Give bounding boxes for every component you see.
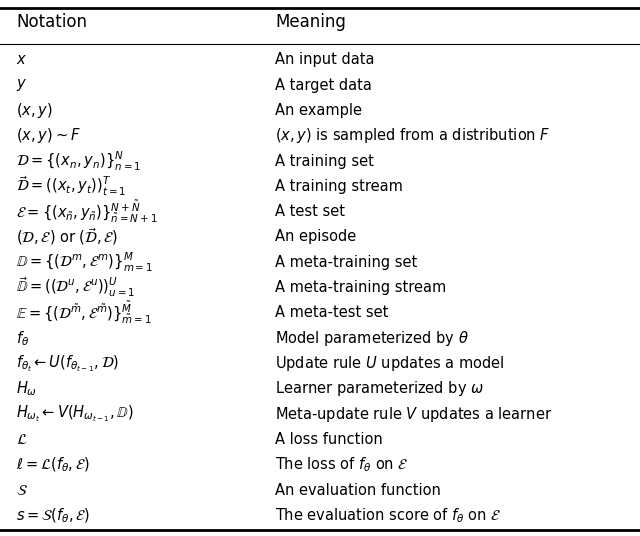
Text: $(x, y)$: $(x, y)$ [16, 101, 53, 120]
Text: A training stream: A training stream [275, 179, 403, 194]
Text: A meta-training stream: A meta-training stream [275, 280, 447, 295]
Text: An evaluation function: An evaluation function [275, 482, 441, 497]
Text: An input data: An input data [275, 53, 374, 68]
Text: The evaluation score of $f_\theta$ on $\mathcal{E}$: The evaluation score of $f_\theta$ on $\… [275, 506, 502, 525]
Text: $\vec{\mathcal{D}} = ((x_t, y_t))_{t=1}^{T}$: $\vec{\mathcal{D}} = ((x_t, y_t))_{t=1}^… [16, 175, 127, 198]
Text: Learner parameterized by $\omega$: Learner parameterized by $\omega$ [275, 379, 484, 398]
Text: $\mathbb{D} = \{(\mathcal{D}^m, \mathcal{E}^m)\}_{m=1}^{M}$: $\mathbb{D} = \{(\mathcal{D}^m, \mathcal… [16, 251, 153, 274]
Text: $\mathcal{E} = \{(x_{\tilde{n}}, y_{\tilde{n}})\}_{\tilde{n}=N+1}^{N+\tilde{N}}$: $\mathcal{E} = \{(x_{\tilde{n}}, y_{\til… [16, 198, 157, 225]
Text: $\ell = \mathcal{L}(f_\theta, \mathcal{E})$: $\ell = \mathcal{L}(f_\theta, \mathcal{E… [16, 456, 90, 474]
Text: Meta-update rule $V$ updates a learner: Meta-update rule $V$ updates a learner [275, 405, 552, 423]
Text: $H_{\omega_t} \leftarrow V(H_{\omega_{t-1}}, \mathbb{D})$: $H_{\omega_t} \leftarrow V(H_{\omega_{t-… [16, 404, 134, 425]
Text: $f_{\theta_t} \leftarrow U(f_{\theta_{t-1}}, \mathcal{D})$: $f_{\theta_t} \leftarrow U(f_{\theta_{t-… [16, 353, 119, 374]
Text: $f_\theta$: $f_\theta$ [16, 329, 29, 347]
Text: $(x, y)$ is sampled from a distribution $F$: $(x, y)$ is sampled from a distribution … [275, 126, 550, 145]
Text: $(\mathcal{D}, \mathcal{E})$ or $(\vec{\mathcal{D}}, \mathcal{E})$: $(\mathcal{D}, \mathcal{E})$ or $(\vec{\… [16, 227, 118, 248]
Text: $s = \mathcal{S}(f_\theta, \mathcal{E})$: $s = \mathcal{S}(f_\theta, \mathcal{E})$ [16, 506, 90, 525]
Text: $\mathbb{E} = \{(\mathcal{D}^{\tilde{m}}, \mathcal{E}^{\tilde{m}})\}_{\tilde{m}=: $\mathbb{E} = \{(\mathcal{D}^{\tilde{m}}… [16, 300, 152, 326]
Text: A loss function: A loss function [275, 432, 383, 447]
Text: $\mathcal{S}$: $\mathcal{S}$ [16, 482, 28, 497]
Text: $y$: $y$ [16, 77, 27, 93]
Text: Notation: Notation [16, 13, 87, 32]
Text: $(x, y) \sim F$: $(x, y) \sim F$ [16, 126, 81, 145]
Text: The loss of $f_\theta$ on $\mathcal{E}$: The loss of $f_\theta$ on $\mathcal{E}$ [275, 456, 409, 474]
Text: A meta-training set: A meta-training set [275, 255, 417, 270]
Text: An episode: An episode [275, 229, 356, 244]
Text: A test set: A test set [275, 204, 345, 219]
Text: $H_\omega$: $H_\omega$ [16, 379, 37, 398]
Text: $x$: $x$ [16, 53, 27, 68]
Text: $\mathcal{L}$: $\mathcal{L}$ [16, 432, 28, 447]
Text: Update rule $U$ updates a model: Update rule $U$ updates a model [275, 354, 505, 373]
Text: Model parameterized by $\theta$: Model parameterized by $\theta$ [275, 329, 469, 348]
Text: $\vec{\mathbb{D}} = ((\mathcal{D}^u, \mathcal{E}^u))_{u=1}^{U}$: $\vec{\mathbb{D}} = ((\mathcal{D}^u, \ma… [16, 276, 136, 299]
Text: A target data: A target data [275, 78, 372, 93]
Text: A training set: A training set [275, 153, 374, 168]
Text: Meaning: Meaning [275, 13, 346, 32]
Text: An example: An example [275, 103, 362, 118]
Text: A meta-test set: A meta-test set [275, 306, 388, 321]
Text: $\mathcal{D} = \{(x_n, y_n)\}_{n=1}^{N}$: $\mathcal{D} = \{(x_n, y_n)\}_{n=1}^{N}$ [16, 150, 141, 173]
